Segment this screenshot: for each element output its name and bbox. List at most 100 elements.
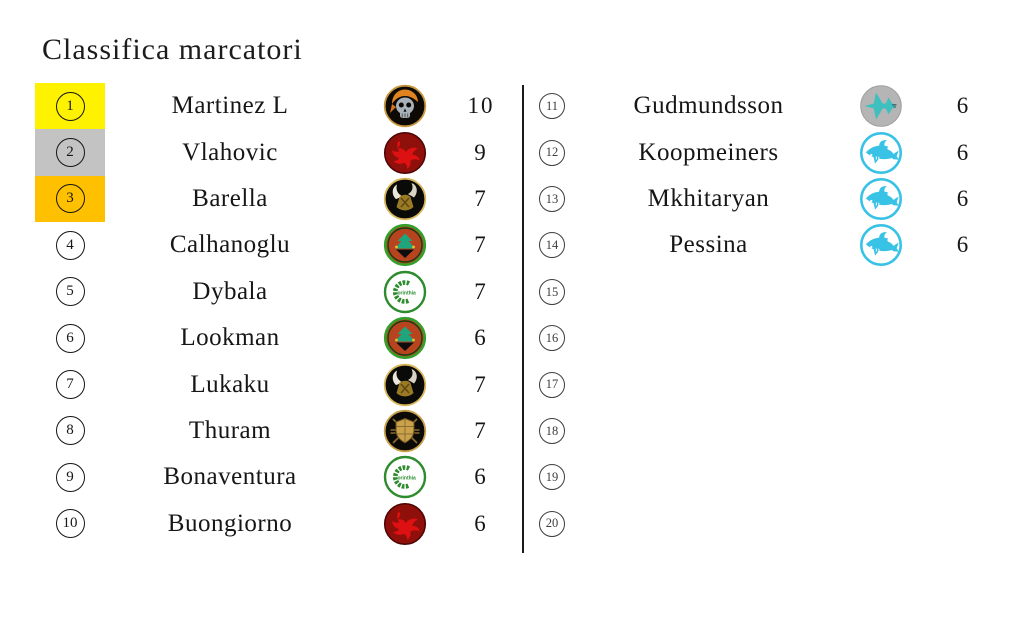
scorer-row: 13 Mkhitaryan 6: [530, 176, 1024, 222]
player-name: Mkhitaryan: [647, 184, 770, 212]
scorer-row: 12 Koopmeiners 6: [530, 129, 1024, 175]
team-badge-icon: [859, 502, 903, 546]
page-title: Classifica marcatori: [42, 33, 303, 66]
rank-highlight: 2: [35, 129, 105, 176]
rank-badge: 7: [55, 370, 85, 400]
team-badge-icon: [383, 455, 427, 499]
player-name: Pessina: [669, 231, 748, 259]
player-name: Buongiorno: [167, 509, 293, 537]
player-name: Dybala: [192, 277, 268, 305]
rank-badge: 14: [539, 232, 565, 259]
ranking-right-column: 11 Gudmundsson 6 12 Koopmeiners 6 13 Mkh…: [530, 83, 1024, 547]
goals-count: 7: [474, 278, 488, 304]
scorer-row: 7 Lukaku 7: [35, 361, 535, 407]
goals-count: 6: [956, 139, 971, 165]
rank-badge: 20: [539, 510, 565, 537]
team-badge-icon: [383, 177, 427, 221]
player-name: Thuram: [188, 416, 272, 444]
rank-highlight: 1: [35, 83, 105, 130]
rank-badge: 1: [55, 91, 85, 121]
rank-badge: 11: [539, 93, 565, 120]
rank-highlight: 8: [35, 408, 105, 454]
goals-count: 6: [474, 464, 488, 490]
team-badge-icon: [859, 84, 903, 128]
team-badge-icon: [383, 502, 427, 546]
rank-badge: 18: [539, 417, 565, 444]
player-name: Vlahovic: [182, 138, 278, 166]
player-name: Barella: [192, 184, 268, 212]
player-name: Bonaventura: [163, 463, 297, 491]
rank-badge: 3: [55, 184, 85, 214]
scorer-row: 16: [530, 315, 1024, 361]
goals-count: 7: [474, 185, 488, 211]
rank-badge: 6: [55, 323, 85, 353]
rank-highlight: 10: [35, 501, 105, 547]
goals-count: 7: [474, 371, 488, 397]
team-badge-icon: [859, 177, 903, 221]
rank-badge: 19: [539, 464, 565, 491]
scorer-row: 14 Pessina 6: [530, 222, 1024, 268]
ranking-left-column: 1 Martinez L 10 2 Vlahovic 9 3 Barella 7…: [35, 83, 535, 547]
scorer-row: 8 Thuram 7: [35, 408, 535, 454]
goals-count: 6: [956, 93, 971, 119]
goals-count: 7: [474, 232, 488, 258]
rank-highlight: 6: [35, 315, 105, 361]
team-badge-icon: [859, 270, 903, 314]
scorer-row: 9 Bonaventura 6: [35, 454, 535, 500]
scorer-row: 15: [530, 269, 1024, 315]
scorer-row: 2 Vlahovic 9: [35, 129, 535, 176]
rank-badge: 16: [539, 325, 565, 352]
player-name: Gudmundsson: [633, 92, 784, 120]
team-badge-icon: [383, 84, 427, 128]
goals-count: 7: [474, 417, 488, 443]
team-badge-icon: [859, 316, 903, 360]
goals-count: 6: [956, 185, 971, 211]
scorer-row: 17: [530, 361, 1024, 407]
scorer-row: 19: [530, 454, 1024, 500]
goals-count: 6: [474, 510, 488, 536]
goals-count: 6: [474, 325, 488, 351]
rank-highlight: 3: [35, 175, 105, 223]
player-name: Martinez L: [171, 92, 289, 120]
rank-badge: 5: [55, 277, 85, 307]
rank-badge: 15: [539, 278, 565, 305]
scorer-row: 5 Dybala 7: [35, 269, 535, 315]
rank-badge: 9: [55, 462, 85, 492]
rank-highlight: 7: [35, 361, 105, 407]
team-badge-icon: [859, 363, 903, 407]
scorer-row: 4 Calhanoglu 7: [35, 222, 535, 268]
team-badge-icon: [383, 131, 427, 175]
rank-badge: 10: [55, 509, 85, 539]
goals-count: 6: [956, 232, 971, 258]
scorer-row: 10 Buongiorno 6: [35, 501, 535, 547]
team-badge-icon: [383, 270, 427, 314]
scorer-row: 11 Gudmundsson 6: [530, 83, 1024, 129]
column-divider: [522, 85, 524, 553]
scorer-row: 6 Lookman 6: [35, 315, 535, 361]
rank-badge: 12: [539, 139, 565, 166]
rank-badge: 17: [539, 371, 565, 398]
rank-highlight: 4: [35, 222, 105, 268]
team-badge-icon: [859, 409, 903, 453]
rank-badge: 2: [55, 138, 85, 168]
player-name: Lukaku: [190, 370, 270, 398]
player-name: Koopmeiners: [638, 138, 779, 166]
team-badge-icon: [859, 455, 903, 499]
player-name: Calhanoglu: [169, 231, 291, 259]
team-badge-icon: [859, 223, 903, 267]
player-name: Lookman: [180, 324, 280, 352]
team-badge-icon: [383, 363, 427, 407]
team-badge-icon: [383, 223, 427, 267]
team-badge-icon: [383, 316, 427, 360]
rank-badge: 8: [55, 416, 85, 446]
goals-count: 10: [467, 93, 495, 119]
goals-count: 9: [474, 139, 488, 165]
rank-highlight: 9: [35, 454, 105, 500]
team-badge-icon: [383, 409, 427, 453]
team-badge-icon: [859, 131, 903, 175]
rank-badge: 4: [55, 230, 85, 260]
rank-highlight: 5: [35, 269, 105, 315]
scorer-row: 20: [530, 501, 1024, 547]
rank-badge: 13: [539, 185, 565, 212]
